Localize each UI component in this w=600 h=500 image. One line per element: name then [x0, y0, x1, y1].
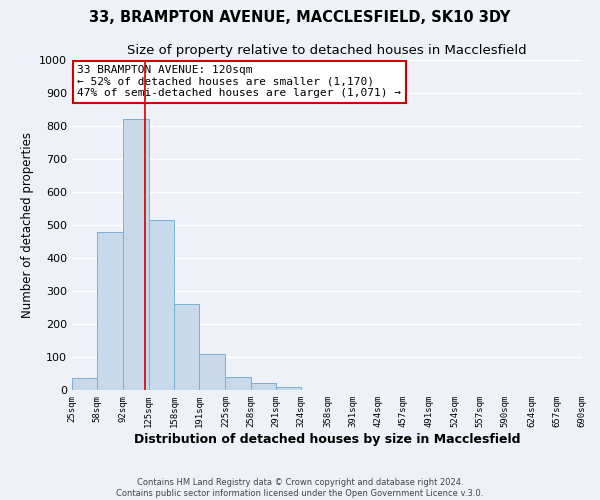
Bar	[97, 232, 124, 390]
Bar	[226, 377, 251, 390]
X-axis label: Distribution of detached houses by size in Macclesfield: Distribution of detached houses by size …	[134, 432, 520, 446]
Title: Size of property relative to detached houses in Macclesfield: Size of property relative to detached ho…	[127, 44, 527, 58]
Bar	[199, 354, 226, 390]
Text: 33, BRAMPTON AVENUE, MACCLESFIELD, SK10 3DY: 33, BRAMPTON AVENUE, MACCLESFIELD, SK10 …	[89, 10, 511, 25]
Text: 33 BRAMPTON AVENUE: 120sqm
← 52% of detached houses are smaller (1,170)
47% of s: 33 BRAMPTON AVENUE: 120sqm ← 52% of deta…	[77, 65, 401, 98]
Text: Contains HM Land Registry data © Crown copyright and database right 2024.
Contai: Contains HM Land Registry data © Crown c…	[116, 478, 484, 498]
Bar	[149, 220, 174, 390]
Y-axis label: Number of detached properties: Number of detached properties	[20, 132, 34, 318]
Bar	[174, 304, 199, 390]
Bar	[124, 120, 149, 390]
Bar	[251, 384, 276, 390]
Bar	[276, 386, 301, 390]
Bar	[72, 378, 97, 390]
